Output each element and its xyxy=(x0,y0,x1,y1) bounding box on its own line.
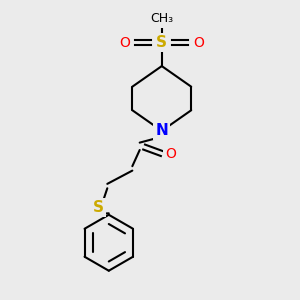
Text: N: N xyxy=(155,123,168,138)
Text: O: O xyxy=(119,35,130,50)
Text: O: O xyxy=(165,146,176,161)
Text: S: S xyxy=(156,35,167,50)
Text: CH₃: CH₃ xyxy=(150,13,173,26)
Text: O: O xyxy=(193,35,204,50)
Text: S: S xyxy=(93,200,104,215)
